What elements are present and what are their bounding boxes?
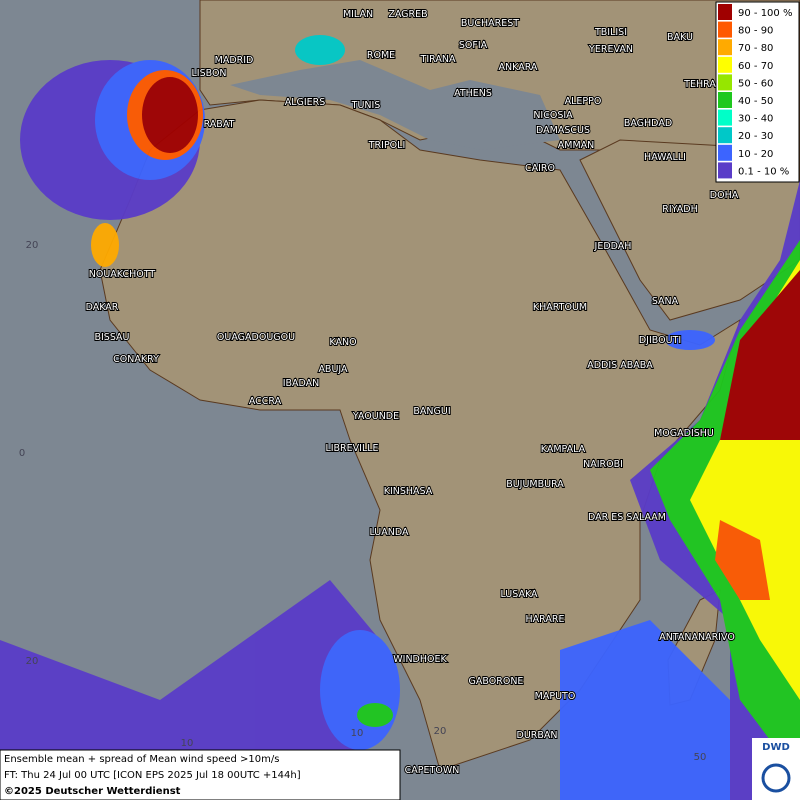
city-label: BAGHDAD — [624, 118, 672, 129]
logo: DWD — [762, 742, 790, 753]
city-label: ROME — [367, 50, 395, 61]
city-label: DOHA — [710, 190, 739, 201]
legend-label: 10 - 20 — [738, 149, 773, 160]
legend-label: 40 - 50 — [738, 96, 773, 107]
city-label: BUCHAREST — [461, 18, 519, 29]
city-label: ALGIERS — [285, 97, 326, 108]
legend-swatch — [718, 39, 732, 56]
footer-line: Ensemble mean + spread of Mean wind spee… — [4, 754, 279, 765]
city-label: WINDHOEK — [393, 654, 447, 665]
legend-label: 0.1 - 10 % — [738, 166, 789, 177]
city-label: CONAKRY — [113, 354, 159, 365]
city-label: LUANDA — [369, 527, 409, 538]
city-label: TBILISI — [594, 27, 627, 38]
grid-label: 10 — [351, 728, 364, 739]
city-label: ALEPPO — [565, 96, 602, 107]
city-label: ACCRA — [249, 396, 282, 407]
legend-swatch — [718, 127, 732, 144]
city-label: KAMPALA — [541, 444, 586, 455]
city-label: KINSHASA — [384, 486, 433, 497]
city-label: RABAT — [204, 119, 235, 130]
legend-label: 90 - 100 % — [738, 8, 792, 19]
grid-label: 20 — [26, 240, 39, 251]
city-label: SOFIA — [459, 40, 488, 51]
grid-label: 20 — [26, 656, 39, 667]
city-label: ANTANANARIVO — [659, 632, 735, 643]
city-label: BUJUMBURA — [506, 479, 564, 490]
city-label: BANGUI — [413, 406, 450, 417]
copyright: ©2025 Deutscher Wetterdienst — [4, 786, 181, 797]
grid-label: 50 — [694, 752, 707, 763]
grid-label: 20 — [434, 726, 447, 737]
legend-label: 80 - 90 — [738, 26, 773, 37]
city-label: DAKAR — [86, 302, 119, 313]
city-label: DURBAN — [517, 730, 558, 741]
city-label: DAR ES SALAAM — [588, 512, 666, 523]
city-label: MADRID — [215, 55, 254, 66]
legend-label: 20 - 30 — [738, 131, 773, 142]
city-label: MILAN — [343, 9, 373, 20]
legend-label: 50 - 60 — [738, 78, 773, 89]
city-label: TUNIS — [351, 100, 381, 111]
legend-swatch — [718, 144, 732, 161]
city-label: NOUAKCHOTT — [89, 269, 156, 280]
legend-swatch — [718, 92, 732, 108]
city-label: KANO — [329, 337, 356, 348]
city-label: LUSAKA — [500, 589, 538, 600]
city-label: KHARTOUM — [533, 302, 587, 313]
logo-icon — [761, 763, 791, 793]
city-label: YEREVAN — [588, 44, 633, 55]
legend-swatch — [718, 21, 732, 38]
city-label: ATHENS — [454, 88, 492, 99]
legend-label: 60 - 70 — [738, 61, 773, 72]
legend-label: 70 - 80 — [738, 43, 773, 54]
city-label: MAPUTO — [535, 691, 576, 702]
land — [99, 0, 800, 771]
city-label: AMMAN — [558, 140, 595, 151]
city-label: YAOUNDE — [352, 411, 399, 422]
city-label: HAWALLI — [644, 152, 686, 163]
legend-swatch — [718, 109, 732, 126]
legend-swatch — [718, 56, 732, 73]
legend-swatch — [718, 4, 732, 20]
city-label: TRIPOLI — [368, 140, 406, 151]
city-label: NICOSIA — [533, 110, 573, 121]
city-label: TIRANA — [420, 54, 456, 65]
city-label: BAKU — [667, 32, 693, 43]
city-label: ADDIS ABABA — [587, 360, 653, 371]
city-label: BISSAU — [94, 332, 129, 343]
city-label: DJIBOUTI — [639, 335, 681, 346]
footer-line: FT: Thu 24 Jul 00 UTC [ICON EPS 2025 Jul… — [4, 770, 301, 781]
city-label: OUAGADOUGOU — [217, 332, 295, 343]
wind-field — [0, 35, 800, 800]
city-label: LISBON — [191, 68, 226, 79]
city-label: JEDDAH — [594, 241, 632, 252]
city-label: MOGADISHU — [654, 428, 714, 439]
legend-swatch — [718, 74, 732, 91]
city-label: CAPETOWN — [405, 765, 460, 776]
mediterranean — [230, 60, 560, 150]
legend-label: 30 - 40 — [738, 114, 773, 125]
city-label: HARARE — [526, 614, 565, 625]
city-label: ZAGREB — [388, 9, 427, 20]
grid-label: 0 — [19, 448, 25, 459]
city-label: LIBREVILLE — [325, 443, 378, 454]
city-label: RIYADH — [662, 204, 697, 215]
city-label: CAIRO — [525, 163, 555, 174]
city-label: DAMASCUS — [536, 125, 590, 136]
city-label: GABORONE — [469, 676, 524, 687]
city-label: SANA — [652, 296, 679, 307]
legend-swatch — [718, 162, 732, 179]
grid-label: 10 — [181, 738, 194, 749]
city-label: TEHRA — [683, 79, 716, 90]
city-label: NAIROBI — [583, 459, 623, 470]
city-label: IBADAN — [283, 378, 320, 389]
city-label: ANKARA — [499, 62, 538, 73]
city-label: ABUJA — [318, 364, 348, 375]
